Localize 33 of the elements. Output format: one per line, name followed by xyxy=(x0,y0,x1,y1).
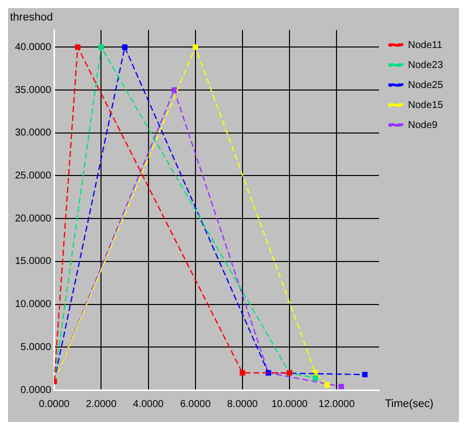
x-axis-title: Time(sec) xyxy=(384,398,434,410)
x-tick-label: 6.0000 xyxy=(180,398,212,410)
legend-label: Node23 xyxy=(408,60,444,71)
x-tick-label: 8.0000 xyxy=(227,398,258,410)
point xyxy=(240,370,246,376)
legend-label: Node15 xyxy=(408,100,444,111)
point xyxy=(362,372,368,378)
x-tick-label: 4.0000 xyxy=(133,398,164,410)
point xyxy=(98,44,104,50)
y-axis-title: threshod xyxy=(10,12,53,24)
point xyxy=(74,44,80,50)
point xyxy=(192,44,198,50)
x-tick-label: 10.0000 xyxy=(271,398,308,410)
point xyxy=(338,384,344,390)
point xyxy=(312,375,318,381)
y-tick-label: 20.0000 xyxy=(14,213,52,224)
legend-label: Node11 xyxy=(408,40,443,51)
y-tick-label: 5.0000 xyxy=(20,342,52,353)
y-tick-label: 10.0000 xyxy=(14,299,52,310)
legend-label: Node25 xyxy=(408,80,444,91)
x-tick-label: 12.0000 xyxy=(318,398,356,410)
legend-label: Node9 xyxy=(408,120,438,131)
y-tick-label: 25.0000 xyxy=(14,170,52,182)
y-tick-label: 15.0000 xyxy=(14,256,52,268)
point xyxy=(122,44,128,50)
point xyxy=(171,87,177,93)
y-tick-label: 35.0000 xyxy=(14,84,52,96)
y-tick-label: 30.0000 xyxy=(14,128,52,139)
x-tick-label: 0.0000 xyxy=(38,398,70,410)
y-tick-label: 0.0000 xyxy=(20,384,52,396)
y-tick-label: 40.0000 xyxy=(14,42,52,53)
point xyxy=(324,382,330,388)
x-tick-label: 2.0000 xyxy=(86,398,117,410)
